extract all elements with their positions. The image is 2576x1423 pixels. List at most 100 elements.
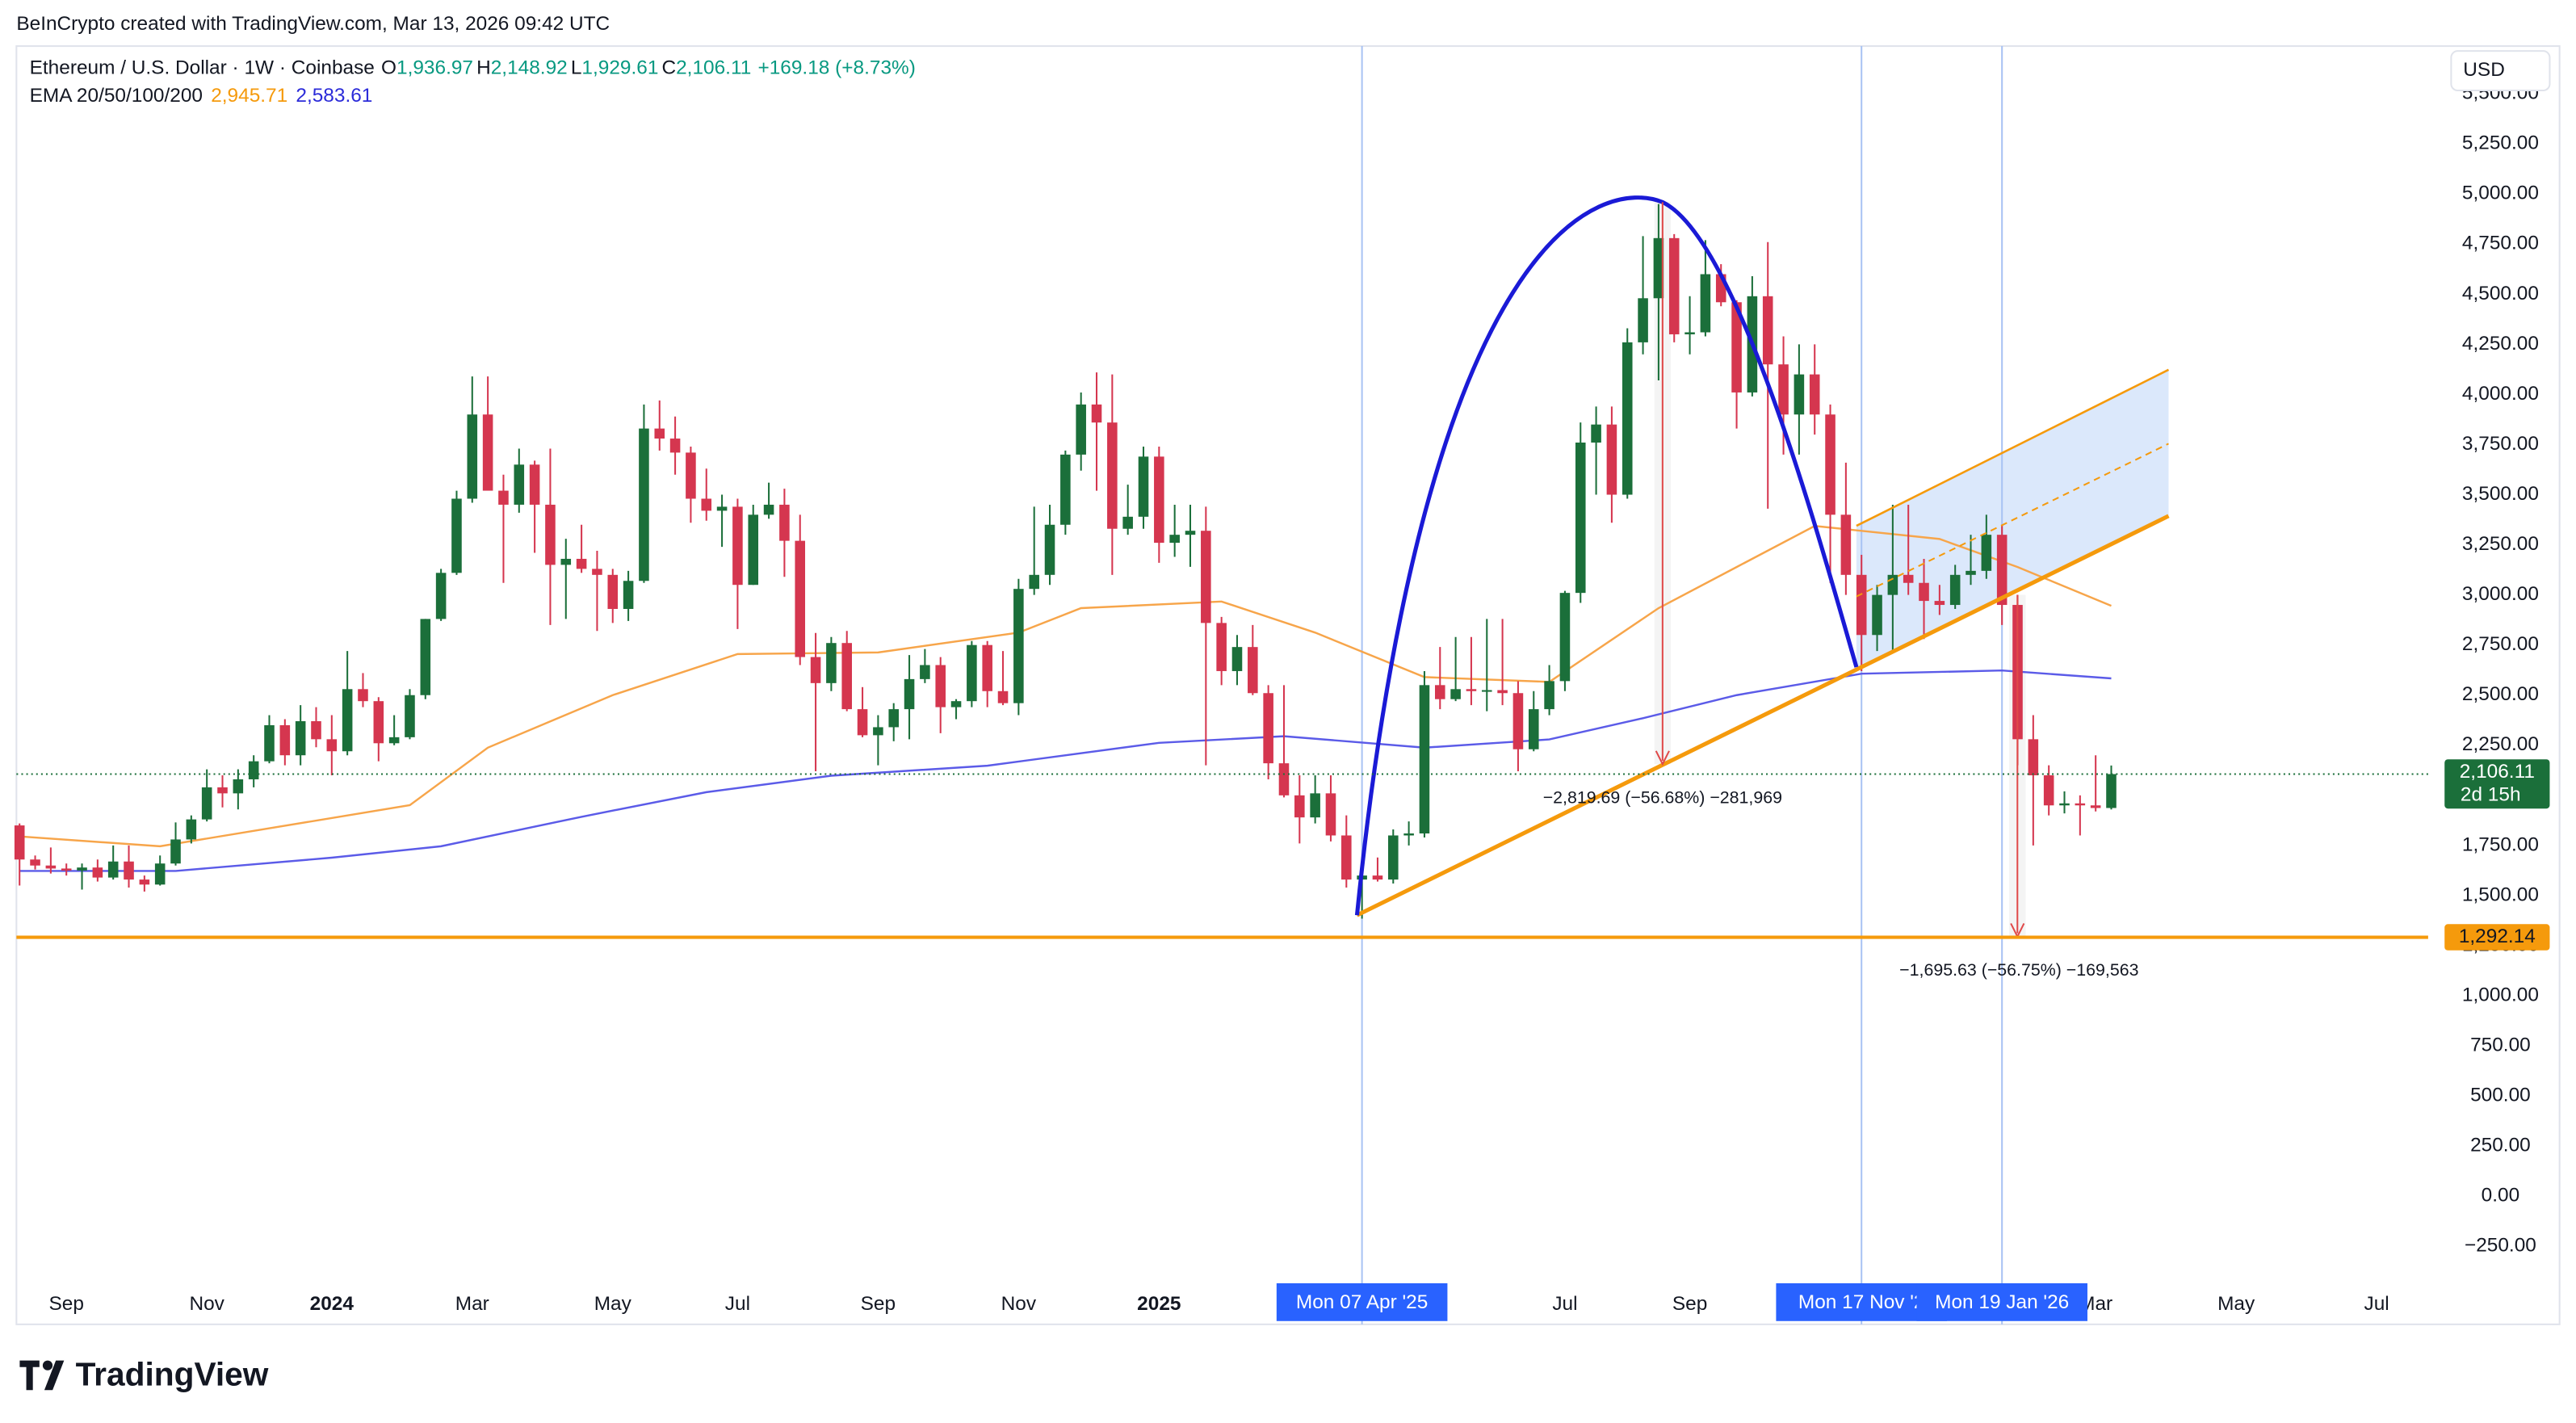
candle-body	[997, 691, 1009, 703]
candle-body	[1919, 582, 1929, 602]
candle-body	[1731, 302, 1742, 392]
candle-body	[639, 428, 649, 581]
y-tick-label: −250.00	[2465, 1235, 2536, 1257]
candle-body	[295, 721, 306, 756]
level-label: 1,292.14	[2459, 926, 2536, 947]
marker-label: Mon 19 Jan '26	[1935, 1291, 2069, 1313]
candle-body	[1778, 364, 1789, 415]
candle-body	[498, 490, 509, 505]
candle-body	[607, 574, 619, 610]
candle-body	[2028, 739, 2039, 776]
candle-body	[311, 721, 321, 740]
candle-body	[1575, 442, 1586, 594]
candle-body	[716, 506, 728, 511]
legend: Ethereum / U.S. Dollar · 1W · Coinbase O1…	[30, 57, 916, 79]
x-tick-label: Jul	[1552, 1293, 1577, 1315]
ohlc-value: 1,936.97	[396, 57, 473, 79]
arrow-head	[1655, 750, 1670, 766]
candle-body	[1013, 589, 1024, 703]
candle-body	[950, 701, 962, 707]
candle-body	[388, 737, 400, 744]
candle-body	[763, 504, 774, 515]
x-tick-label: Nov	[1001, 1293, 1037, 1315]
candle-body	[1263, 693, 1273, 764]
candle-body	[1638, 298, 1648, 342]
x-tick-label: 2025	[1137, 1293, 1181, 1315]
candle-body	[45, 865, 57, 869]
candle-body	[982, 644, 992, 691]
candle-body	[1996, 535, 2008, 606]
y-tick-label: 4,500.00	[2462, 283, 2539, 304]
candle-body	[1201, 531, 1211, 623]
x-tick-label: May	[2217, 1293, 2255, 1315]
marker-label: Mon 07 Apr '25	[1296, 1291, 1428, 1313]
measure-label: −2,819.69 (−56.68%) −281,969	[1543, 787, 1782, 807]
candle-body	[482, 414, 493, 491]
candle-body	[1809, 374, 1820, 415]
y-tick-label: 4,750.00	[2462, 233, 2539, 254]
logo: TradingView	[19, 1356, 269, 1393]
channel-fill	[1856, 369, 2169, 668]
channel-mid	[1856, 443, 2169, 598]
ohlc-value: 2,106.11	[676, 57, 751, 79]
candle-body	[1435, 685, 1445, 699]
logo-icon	[42, 1360, 53, 1371]
candle-body	[810, 657, 821, 683]
candle-body	[2043, 775, 2054, 806]
candle-body	[170, 839, 181, 864]
candle-body	[1029, 574, 1039, 590]
candle-body	[686, 452, 696, 499]
candle-body	[405, 695, 415, 737]
candle-body	[529, 464, 540, 505]
y-tick-label: 3,500.00	[2462, 483, 2539, 505]
ema-value: 2,945.71	[211, 86, 287, 107]
candle-body	[1653, 237, 1664, 299]
marker-box	[1276, 1282, 1448, 1321]
candle-body	[967, 644, 977, 702]
candle-body	[1138, 456, 1149, 517]
ema-title: EMA 20/50/100/200	[30, 86, 203, 107]
y-tick-label: 1,000.00	[2462, 984, 2539, 1005]
y-tick-label: 3,750.00	[2462, 433, 2539, 455]
candle-body	[1107, 422, 1118, 529]
ohlc-key: O	[381, 57, 396, 79]
front-layer: −250.00 0.00 250.00 500.00 750.00 1,000.00 1,2…	[16, 50, 2551, 1321]
candle-body	[435, 573, 447, 619]
x-tick-label: May	[594, 1293, 632, 1315]
channel-line	[1856, 368, 2170, 527]
candle-body	[1388, 835, 1399, 880]
logo-icon	[19, 1360, 40, 1391]
candle-body	[1684, 332, 1695, 334]
candle-body	[1216, 623, 1227, 671]
y-tick-label: 5,250.00	[2462, 132, 2539, 154]
candle-body	[1091, 404, 1102, 423]
currency: USD	[2463, 59, 2505, 81]
last-price-box	[2444, 759, 2550, 809]
candle-body	[732, 506, 743, 586]
attribution: BeInCrypto created with TradingView.com,…	[16, 13, 610, 35]
candle-body	[92, 867, 103, 878]
candle-body	[154, 863, 166, 885]
candle-body	[1544, 681, 1554, 710]
ohlc-key: C	[661, 57, 676, 79]
y-tick-label: 1,500.00	[2462, 884, 2539, 905]
candle-body	[1497, 690, 1508, 694]
candle-body	[186, 819, 197, 840]
candle-body	[826, 643, 837, 683]
candle-body	[1762, 296, 1773, 365]
candle-body	[1700, 274, 1711, 333]
candle-body	[1419, 685, 1430, 833]
candle-body	[217, 787, 228, 794]
candle-body	[1949, 574, 1961, 606]
candle-body	[1294, 795, 1305, 818]
measure-label: −1,695.63 (−56.75%) −169,563	[1899, 960, 2138, 980]
last-price-label: 2,106.11	[2460, 761, 2535, 783]
chart-frame	[15, 45, 2561, 1325]
candle-body	[420, 619, 431, 695]
candle-body	[1278, 763, 1290, 795]
y-tick-label: 250.00	[2470, 1135, 2531, 1156]
candle-body	[139, 879, 150, 885]
candle-body	[124, 861, 134, 880]
